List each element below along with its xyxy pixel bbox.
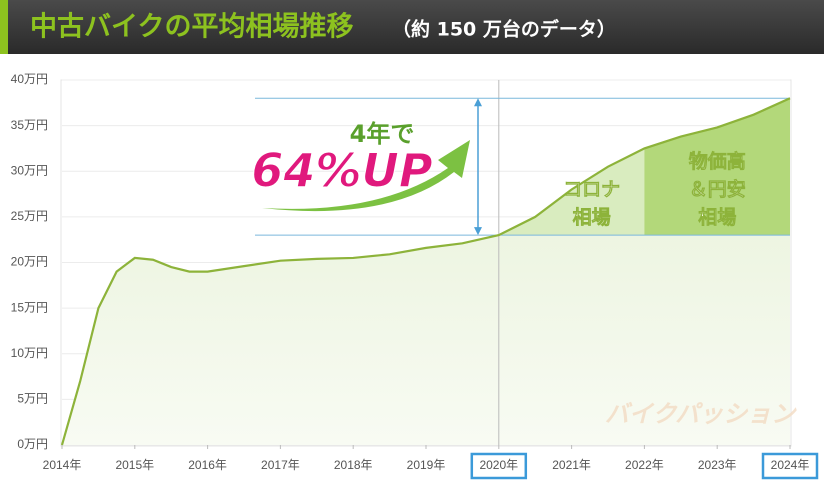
highlight-box bbox=[470, 452, 528, 480]
region-label: ＆円安 bbox=[689, 178, 746, 201]
x-tick-label: 2015年 bbox=[115, 458, 154, 472]
price-line bbox=[60, 97, 791, 446]
title: 中古バイクの平均相場推移 bbox=[30, 12, 353, 43]
y-tick-label: 0万円 bbox=[17, 437, 48, 451]
region-corona bbox=[498, 148, 645, 236]
region-label: 相場 bbox=[698, 207, 736, 229]
highlight-box bbox=[761, 452, 819, 480]
x-tick-label: 2024年 bbox=[771, 458, 810, 472]
annotation-period: 4年で bbox=[350, 120, 415, 148]
x-tick-label: 2019年 bbox=[407, 458, 446, 472]
x-tick-label: 2020年 bbox=[479, 458, 518, 472]
region-inflation bbox=[644, 98, 790, 236]
watermark: バイクパッション bbox=[605, 400, 797, 428]
annotation-growth: 64%UP bbox=[251, 144, 432, 198]
x-tick-label: 2018年 bbox=[334, 458, 373, 472]
y-tick-label: 20万円 bbox=[11, 255, 48, 269]
y-tick-label: 40万円 bbox=[11, 72, 48, 86]
region-label: 相場 bbox=[573, 207, 611, 229]
y-tick-label: 15万円 bbox=[11, 300, 48, 314]
subtitle: （約 150 万台のデータ） bbox=[392, 18, 616, 41]
header-accent bbox=[0, 0, 8, 54]
y-tick-label: 35万円 bbox=[11, 118, 48, 132]
x-tick-label: 2022年 bbox=[625, 458, 664, 472]
y-tick-label: 25万円 bbox=[11, 209, 48, 223]
x-tick-label: 2017年 bbox=[261, 458, 300, 472]
region-label: コロナ bbox=[563, 179, 620, 201]
x-tick-label: 2014年 bbox=[43, 458, 82, 472]
region-label: 物価高 bbox=[689, 150, 746, 173]
y-tick-label: 10万円 bbox=[11, 346, 48, 360]
x-tick-label: 2021年 bbox=[552, 458, 591, 472]
y-tick-label: 5万円 bbox=[17, 392, 48, 406]
x-tick-label: 2016年 bbox=[188, 458, 227, 472]
x-tick-label: 2023年 bbox=[698, 458, 737, 472]
header-bar bbox=[0, 0, 824, 54]
y-tick-label: 30万円 bbox=[11, 163, 48, 177]
